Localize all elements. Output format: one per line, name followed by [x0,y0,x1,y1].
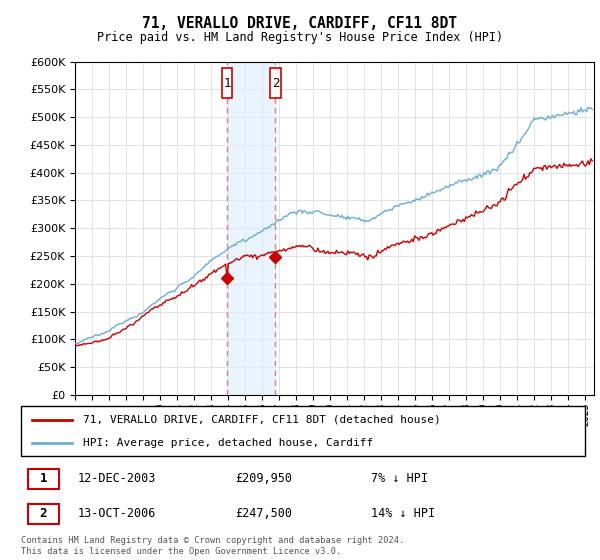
Text: £209,950: £209,950 [235,472,292,486]
Text: 13-OCT-2006: 13-OCT-2006 [77,507,156,520]
Text: Contains HM Land Registry data © Crown copyright and database right 2024.
This d: Contains HM Land Registry data © Crown c… [21,536,404,556]
FancyBboxPatch shape [21,406,585,456]
Text: 2: 2 [40,507,47,520]
Text: Price paid vs. HM Land Registry's House Price Index (HPI): Price paid vs. HM Land Registry's House … [97,31,503,44]
FancyBboxPatch shape [222,68,232,98]
Text: 1: 1 [40,472,47,486]
Text: HPI: Average price, detached house, Cardiff: HPI: Average price, detached house, Card… [83,438,373,448]
Bar [227,62,275,395]
Text: 71, VERALLO DRIVE, CARDIFF, CF11 8DT: 71, VERALLO DRIVE, CARDIFF, CF11 8DT [143,16,458,31]
Text: 1: 1 [224,77,231,90]
Text: 14% ↓ HPI: 14% ↓ HPI [371,507,435,520]
FancyBboxPatch shape [28,504,59,524]
FancyBboxPatch shape [28,469,59,488]
Text: 12-DEC-2003: 12-DEC-2003 [77,472,156,486]
FancyBboxPatch shape [271,68,281,98]
Text: 71, VERALLO DRIVE, CARDIFF, CF11 8DT (detached house): 71, VERALLO DRIVE, CARDIFF, CF11 8DT (de… [83,414,441,424]
Text: £247,500: £247,500 [235,507,292,520]
Text: 7% ↓ HPI: 7% ↓ HPI [371,472,428,486]
Text: 2: 2 [272,77,279,90]
